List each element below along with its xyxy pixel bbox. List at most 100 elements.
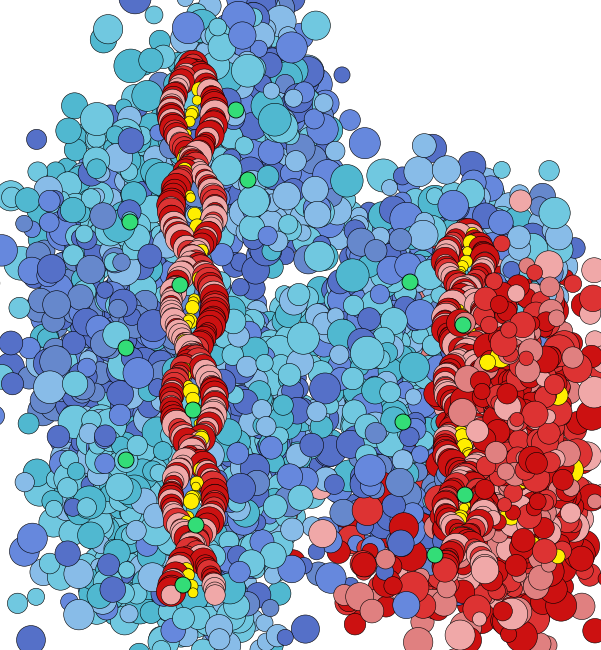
Circle shape bbox=[188, 108, 199, 120]
Circle shape bbox=[114, 362, 147, 395]
Circle shape bbox=[497, 222, 514, 239]
Circle shape bbox=[40, 213, 59, 232]
Circle shape bbox=[92, 185, 109, 202]
Circle shape bbox=[490, 266, 512, 289]
Circle shape bbox=[511, 474, 528, 491]
Circle shape bbox=[105, 231, 130, 257]
Circle shape bbox=[504, 389, 524, 410]
Circle shape bbox=[93, 201, 113, 220]
Circle shape bbox=[486, 374, 515, 404]
Circle shape bbox=[115, 446, 132, 463]
Circle shape bbox=[229, 561, 250, 583]
Circle shape bbox=[343, 283, 359, 300]
Circle shape bbox=[181, 128, 204, 152]
Circle shape bbox=[180, 57, 203, 80]
Circle shape bbox=[410, 496, 437, 523]
Circle shape bbox=[436, 460, 459, 484]
Circle shape bbox=[114, 537, 131, 554]
Circle shape bbox=[212, 421, 233, 441]
Circle shape bbox=[518, 363, 542, 387]
Circle shape bbox=[120, 212, 143, 235]
Circle shape bbox=[443, 408, 469, 435]
Circle shape bbox=[453, 411, 462, 421]
Circle shape bbox=[166, 509, 185, 527]
Circle shape bbox=[358, 501, 389, 532]
Circle shape bbox=[162, 395, 181, 415]
Circle shape bbox=[162, 393, 187, 418]
Circle shape bbox=[371, 263, 396, 289]
Circle shape bbox=[136, 434, 163, 461]
Circle shape bbox=[37, 177, 59, 199]
Circle shape bbox=[193, 252, 212, 270]
Circle shape bbox=[525, 316, 544, 335]
Circle shape bbox=[204, 491, 222, 509]
Circle shape bbox=[140, 514, 172, 546]
Circle shape bbox=[435, 373, 451, 389]
Circle shape bbox=[213, 101, 235, 123]
Circle shape bbox=[429, 257, 460, 287]
Circle shape bbox=[114, 529, 142, 558]
Circle shape bbox=[517, 237, 537, 256]
Circle shape bbox=[133, 184, 163, 214]
Circle shape bbox=[109, 294, 142, 328]
Circle shape bbox=[346, 243, 365, 262]
Circle shape bbox=[163, 405, 183, 425]
Circle shape bbox=[223, 323, 254, 354]
Circle shape bbox=[387, 383, 404, 399]
Circle shape bbox=[88, 224, 108, 243]
Circle shape bbox=[426, 231, 454, 261]
Circle shape bbox=[397, 378, 424, 406]
Circle shape bbox=[88, 214, 111, 237]
Circle shape bbox=[109, 489, 131, 511]
Circle shape bbox=[441, 335, 471, 365]
Circle shape bbox=[263, 114, 291, 142]
Circle shape bbox=[442, 308, 466, 332]
Circle shape bbox=[166, 269, 200, 302]
Circle shape bbox=[517, 490, 544, 517]
Circle shape bbox=[482, 359, 513, 390]
Circle shape bbox=[242, 256, 269, 284]
Circle shape bbox=[457, 261, 468, 272]
Circle shape bbox=[197, 417, 219, 439]
Circle shape bbox=[470, 417, 493, 441]
Circle shape bbox=[181, 180, 191, 190]
Circle shape bbox=[532, 539, 557, 564]
Circle shape bbox=[9, 297, 30, 318]
Circle shape bbox=[465, 345, 490, 370]
Circle shape bbox=[414, 254, 447, 287]
Circle shape bbox=[489, 330, 504, 345]
Circle shape bbox=[446, 309, 474, 337]
Circle shape bbox=[209, 96, 242, 129]
Circle shape bbox=[453, 516, 470, 533]
Circle shape bbox=[175, 350, 200, 374]
Circle shape bbox=[96, 408, 117, 429]
Circle shape bbox=[135, 565, 153, 583]
Circle shape bbox=[505, 435, 520, 449]
Circle shape bbox=[209, 152, 238, 181]
Circle shape bbox=[180, 370, 191, 381]
Circle shape bbox=[244, 122, 260, 138]
Circle shape bbox=[298, 449, 320, 471]
Circle shape bbox=[122, 452, 152, 482]
Circle shape bbox=[116, 600, 142, 626]
Circle shape bbox=[391, 391, 413, 413]
Circle shape bbox=[356, 373, 374, 392]
Circle shape bbox=[74, 339, 100, 365]
Circle shape bbox=[453, 275, 482, 304]
Circle shape bbox=[344, 382, 364, 402]
Circle shape bbox=[213, 81, 232, 101]
Circle shape bbox=[433, 515, 459, 541]
Circle shape bbox=[391, 385, 412, 406]
Circle shape bbox=[121, 151, 140, 171]
Circle shape bbox=[425, 352, 450, 377]
Circle shape bbox=[386, 362, 404, 380]
Circle shape bbox=[485, 508, 511, 534]
Circle shape bbox=[169, 422, 196, 448]
Circle shape bbox=[340, 382, 368, 411]
Circle shape bbox=[353, 279, 371, 298]
Circle shape bbox=[376, 488, 394, 506]
Circle shape bbox=[222, 480, 240, 497]
Circle shape bbox=[470, 500, 498, 528]
Circle shape bbox=[441, 266, 462, 287]
Circle shape bbox=[526, 528, 551, 552]
